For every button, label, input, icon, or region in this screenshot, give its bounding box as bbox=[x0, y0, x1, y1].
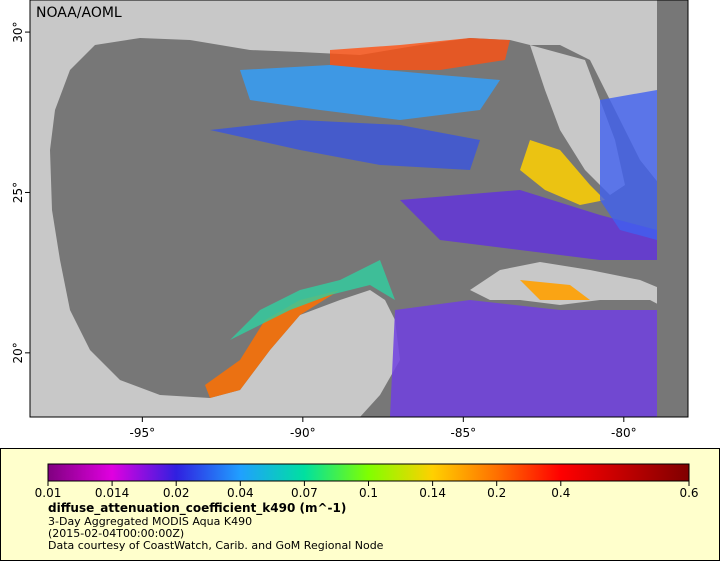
colorbar-tick-label: 0.02 bbox=[163, 486, 190, 500]
watermark: NOAA/AOML bbox=[36, 5, 122, 21]
colorbar-tick-label: 0.4 bbox=[551, 486, 570, 500]
color-band bbox=[205, 290, 340, 398]
legend-line: (2015-02-04T00:00:00Z) bbox=[48, 527, 184, 540]
color-band bbox=[520, 280, 590, 300]
color-band bbox=[210, 120, 480, 170]
y-tick-label: 25° bbox=[11, 182, 25, 203]
color-band bbox=[400, 190, 657, 260]
water bbox=[657, 0, 688, 417]
y-tick-label: 30° bbox=[11, 21, 25, 42]
cuba bbox=[470, 262, 688, 320]
x-tick-label: -90° bbox=[290, 426, 316, 440]
color-band bbox=[520, 140, 605, 205]
colorbar-tick-label: 0.2 bbox=[487, 486, 506, 500]
legend-title: diffuse_attenuation_coefficient_k490 (m^… bbox=[48, 501, 346, 516]
legend-line: Data courtesy of CoastWatch, Carib. and … bbox=[48, 539, 384, 552]
color-band bbox=[240, 65, 500, 120]
x-tick-label: -80° bbox=[611, 426, 637, 440]
legend-line: 3-Day Aggregated MODIS Aqua K490 bbox=[48, 515, 252, 528]
y-tick-label: 20° bbox=[11, 342, 25, 363]
colorbar-tick-label: 0.01 bbox=[35, 486, 62, 500]
colorbar-tick-label: 0.1 bbox=[359, 486, 378, 500]
colorbar-tick-label: 0.014 bbox=[95, 486, 129, 500]
colorbar bbox=[47, 463, 690, 482]
x-tick-label: -85° bbox=[451, 426, 477, 440]
color-band bbox=[390, 300, 657, 417]
color-band bbox=[230, 260, 395, 340]
colorbar-tick-label: 0.14 bbox=[419, 486, 446, 500]
colorbar-tick-label: 0.6 bbox=[679, 486, 698, 500]
map bbox=[30, 0, 688, 417]
color-band bbox=[600, 90, 657, 240]
colorbar-tick-label: 0.07 bbox=[291, 486, 318, 500]
x-tick-label: -95° bbox=[130, 426, 156, 440]
map-frame bbox=[29, 0, 689, 418]
color-band bbox=[330, 38, 510, 70]
land bbox=[30, 0, 688, 417]
colorbar-tick-label: 0.04 bbox=[227, 486, 254, 500]
